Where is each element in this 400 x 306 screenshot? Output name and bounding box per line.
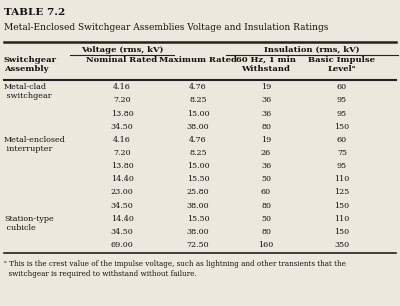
- Text: Maximum Rated: Maximum Rated: [159, 56, 237, 64]
- Text: 60: 60: [261, 188, 271, 196]
- Text: 95: 95: [337, 162, 347, 170]
- Text: Metal-clad
 switchgear: Metal-clad switchgear: [4, 83, 52, 100]
- Text: 50: 50: [261, 175, 271, 183]
- Text: Nominal Rated: Nominal Rated: [86, 56, 158, 64]
- Text: Switchgear
Assembly: Switchgear Assembly: [4, 56, 57, 73]
- Text: 36: 36: [261, 162, 271, 170]
- Text: 80: 80: [261, 123, 271, 131]
- Text: 50: 50: [261, 215, 271, 223]
- Text: 350: 350: [334, 241, 350, 249]
- Text: 36: 36: [261, 96, 271, 104]
- Text: Basic Impulse
Levelᵃ: Basic Impulse Levelᵃ: [308, 56, 376, 73]
- Text: 95: 95: [337, 96, 347, 104]
- Text: 34.50: 34.50: [111, 123, 133, 131]
- Text: 160: 160: [258, 241, 274, 249]
- Text: Metal-Enclosed Switchgear Assemblies Voltage and Insulation Ratings: Metal-Enclosed Switchgear Assemblies Vol…: [4, 23, 328, 32]
- Text: 15.50: 15.50: [187, 215, 209, 223]
- Text: 19: 19: [261, 83, 271, 91]
- Text: 13.80: 13.80: [111, 110, 133, 118]
- Text: 4.76: 4.76: [189, 136, 207, 144]
- Text: 15.50: 15.50: [187, 175, 209, 183]
- Text: Voltage (rms, kV): Voltage (rms, kV): [81, 46, 163, 54]
- Text: 150: 150: [334, 202, 350, 210]
- Text: 26: 26: [261, 149, 271, 157]
- Text: 110: 110: [334, 175, 350, 183]
- Text: 14.40: 14.40: [110, 175, 134, 183]
- Text: 72.50: 72.50: [187, 241, 209, 249]
- Text: 34.50: 34.50: [111, 202, 133, 210]
- Text: 19: 19: [261, 136, 271, 144]
- Text: 8.25: 8.25: [189, 96, 207, 104]
- Text: 4.16: 4.16: [113, 136, 131, 144]
- Text: 15.00: 15.00: [187, 110, 209, 118]
- Text: 36: 36: [261, 110, 271, 118]
- Text: 150: 150: [334, 228, 350, 236]
- Text: 25.80: 25.80: [187, 188, 209, 196]
- Text: 80: 80: [261, 228, 271, 236]
- Text: TABLE 7.2: TABLE 7.2: [4, 8, 65, 17]
- Text: Metal-enclosed
 interrupter: Metal-enclosed interrupter: [4, 136, 66, 153]
- Text: 60 Hz, 1 min
Withstand: 60 Hz, 1 min Withstand: [236, 56, 296, 73]
- Text: 95: 95: [337, 110, 347, 118]
- Text: 38.00: 38.00: [187, 202, 209, 210]
- Text: 38.00: 38.00: [187, 123, 209, 131]
- Text: 38.00: 38.00: [187, 228, 209, 236]
- Text: Station-type
 cubicle: Station-type cubicle: [4, 215, 54, 232]
- Text: 75: 75: [337, 149, 347, 157]
- Text: 8.25: 8.25: [189, 149, 207, 157]
- Text: 60: 60: [337, 136, 347, 144]
- Text: 23.00: 23.00: [111, 188, 133, 196]
- Text: 4.16: 4.16: [113, 83, 131, 91]
- Text: 14.40: 14.40: [110, 215, 134, 223]
- Text: 80: 80: [261, 202, 271, 210]
- Text: 110: 110: [334, 215, 350, 223]
- Text: 125: 125: [334, 188, 350, 196]
- Text: 15.00: 15.00: [187, 162, 209, 170]
- Text: 34.50: 34.50: [111, 228, 133, 236]
- Text: 60: 60: [337, 83, 347, 91]
- Text: Insulation (rms, kV): Insulation (rms, kV): [264, 46, 360, 54]
- Text: 69.00: 69.00: [111, 241, 133, 249]
- Text: ᵃ This is the crest value of the impulse voltage, such as lightning and other tr: ᵃ This is the crest value of the impulse…: [4, 260, 346, 278]
- Text: 7.20: 7.20: [113, 149, 131, 157]
- Text: 13.80: 13.80: [111, 162, 133, 170]
- Text: 7.20: 7.20: [113, 96, 131, 104]
- Text: 4.76: 4.76: [189, 83, 207, 91]
- Text: 150: 150: [334, 123, 350, 131]
